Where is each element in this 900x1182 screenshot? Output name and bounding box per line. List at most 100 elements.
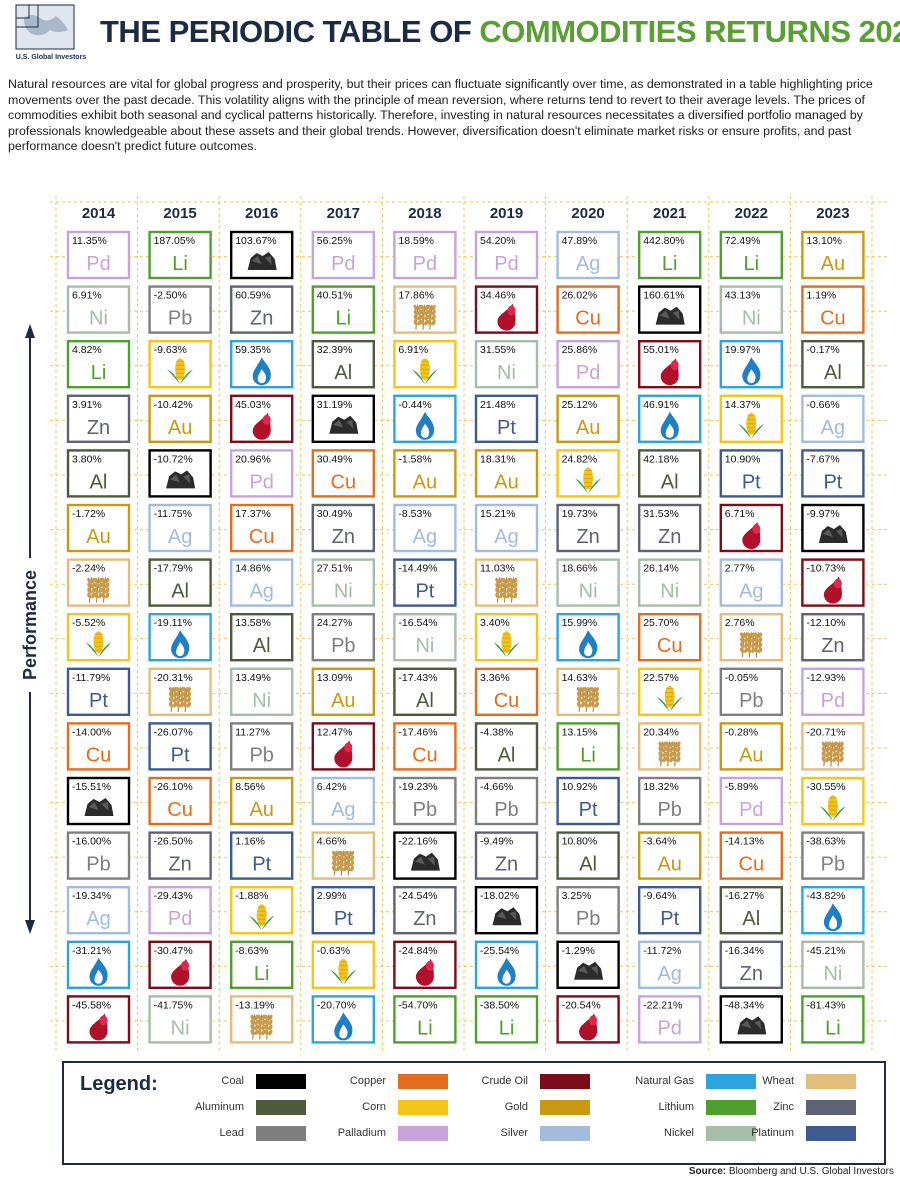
tile-border [393,503,457,553]
wheat-icon-grain [502,577,507,584]
wheat-icon-grain [509,582,514,589]
intro-paragraph: Natural resources are vital for global p… [8,77,873,154]
wheat-icon-grain [758,647,763,654]
legend-label: Platinum [751,1127,794,1139]
tile-border [801,558,865,607]
wheat-icon-grain [264,1024,269,1031]
year-header: 2014 [82,205,116,222]
wheat-icon-grain [821,746,826,753]
tile-coal: -9.97% [801,503,865,553]
tile-symbol: Al [824,362,842,384]
wheat-icon-grain [821,741,826,748]
year-header: 2018 [408,205,441,222]
tile-silver: -0.66% Ag [801,394,865,443]
tile-border [474,230,539,280]
legend-label: Natural Gas [635,1075,694,1087]
wheat-icon-grain [346,850,351,857]
wheat-icon-grain [175,686,180,693]
tile-value: -20.71% [806,726,845,738]
tile-symbol: Ni [334,581,353,603]
tile-crude-oil: -24.84% [393,940,457,989]
wheat-icon-grain [509,592,514,599]
wheat-icon-grain [350,855,355,862]
legend-swatch [398,1100,448,1115]
wheat-icon-grain [250,1029,255,1036]
tile-symbol: Au [331,690,355,712]
tile-symbol: Au [821,253,845,275]
tile-corn: 24.82% [556,449,620,498]
tile-border [638,230,702,280]
tile-value: -19.23% [398,781,437,793]
tile-border [556,558,620,607]
tile-value: -0.44% [398,399,431,411]
wheat-icon-grain [590,696,595,703]
tile-value: -8.53% [398,508,431,520]
tile-value: 46.91% [643,399,679,411]
tile-corn: -9.63% [148,340,212,389]
tile-border [311,886,375,935]
tile-border [719,285,783,334]
wheat-icon-grain [420,304,425,311]
tile-nickel: 43.13% Ni [719,285,783,334]
wheat-icon-grain [835,746,840,753]
wheat-icon-grain [502,587,507,594]
source-label: Source: [688,1166,727,1177]
tile-border [393,667,457,716]
wheat-icon-grain [576,701,581,708]
flame-icon-core [502,969,511,984]
wheat-icon-grain [87,587,92,594]
coal-icon-facet [333,419,354,429]
tile-value: 26.02% [562,290,598,302]
legend-swatch [806,1100,856,1115]
wheat-icon-grain [821,751,826,758]
tile-border [638,776,702,826]
tile-value: 72.49% [725,235,761,247]
legend-item-silver: Silver [474,1126,590,1142]
tile-platinum: -9.64% Pt [638,886,702,935]
tile-value: 22.57% [643,672,679,684]
wheat-icon-grain [182,701,187,708]
tile-value: -30.55% [806,781,845,793]
tile-value: -4.38% [480,726,513,738]
tile-nickel: 27.51% Ni [311,558,375,607]
wheat-icon-grain [513,592,518,599]
tile-symbol: Li [91,362,107,384]
tile-border [719,831,783,880]
wheat-icon-grain [594,701,599,708]
tile-natural-gas: -43.82% [801,886,865,935]
tile-value: 15.99% [562,617,598,629]
tile-value: -9.63% [154,344,187,356]
wheat-icon-grain [413,319,418,326]
tile-value: 103.67% [235,235,276,247]
tile-value: -0.66% [806,399,839,411]
tile-border [474,667,539,716]
tile-gold: -1.72% Au [66,503,131,553]
tile-symbol: Ni [742,308,761,330]
tile-symbol: Zn [740,963,763,985]
wheat-icon-grain [420,319,425,326]
tile-border [393,722,457,771]
wheat-icon-grain [754,642,759,649]
coal-icon-facet [659,310,680,320]
tile-silver: -11.72% Ag [638,940,702,989]
tile-symbol: Li [825,1017,841,1039]
wheat-icon-grain [495,577,500,584]
tile-value: -1.72% [72,508,105,520]
legend-item-crude-oil: Crude Oil [474,1074,590,1090]
wheat-icon-grain [168,691,173,698]
tile-corn: -1.88% [229,886,294,935]
tile-coal: -48.34% [719,995,783,1044]
oil-drop-icon-highlight [589,1015,598,1026]
tile-border [801,394,865,443]
tile-crude-oil: -20.54% [556,995,620,1044]
wheat-icon-grain [828,751,833,758]
tile-palladium: 11.35% Pd [66,230,131,280]
wheat-icon-grain [339,850,344,857]
wheat-icon-grain [513,582,518,589]
tile-corn: -30.55% [801,776,865,826]
tile-symbol: Zn [250,308,273,330]
tile-symbol: Ag [86,908,110,930]
tile-silver: 14.86% Ag [229,558,294,607]
tile-value: 3.36% [480,672,510,684]
tile-border [66,503,131,553]
